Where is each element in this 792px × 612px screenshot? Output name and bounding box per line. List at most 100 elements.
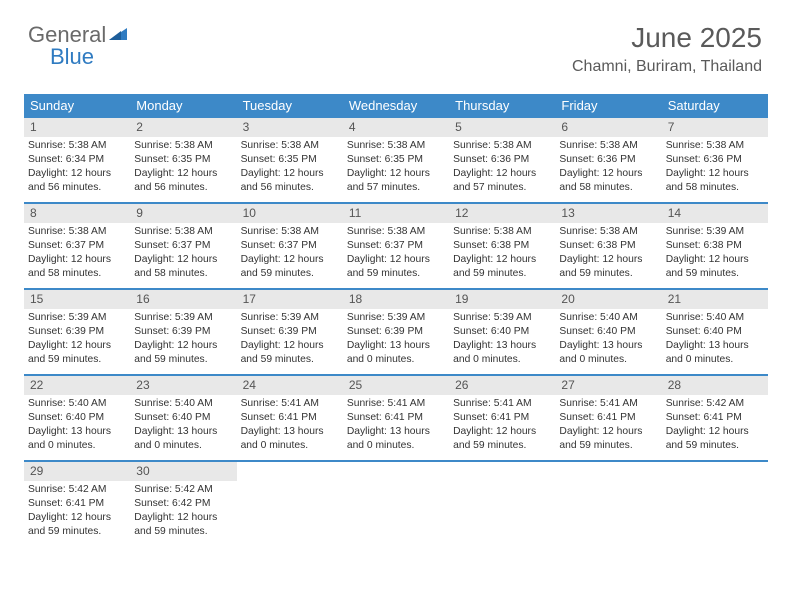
calendar-day: 25Sunrise: 5:41 AMSunset: 6:41 PMDayligh… [343, 376, 449, 460]
day-number: 23 [130, 376, 236, 395]
day-number: 6 [555, 118, 661, 137]
calendar-week: 1Sunrise: 5:38 AMSunset: 6:34 PMDaylight… [24, 118, 768, 204]
calendar-day: 16Sunrise: 5:39 AMSunset: 6:39 PMDayligh… [130, 290, 236, 374]
calendar-day: 9Sunrise: 5:38 AMSunset: 6:37 PMDaylight… [130, 204, 236, 288]
calendar-day: 20Sunrise: 5:40 AMSunset: 6:40 PMDayligh… [555, 290, 661, 374]
calendar-header-row: SundayMondayTuesdayWednesdayThursdayFrid… [24, 94, 768, 118]
day-number: 2 [130, 118, 236, 137]
day-number: 27 [555, 376, 661, 395]
day-number: 18 [343, 290, 449, 309]
day-number: 13 [555, 204, 661, 223]
calendar-day: 12Sunrise: 5:38 AMSunset: 6:38 PMDayligh… [449, 204, 555, 288]
calendar-day: 22Sunrise: 5:40 AMSunset: 6:40 PMDayligh… [24, 376, 130, 460]
day-details: Sunrise: 5:40 AMSunset: 6:40 PMDaylight:… [662, 309, 768, 371]
calendar-day: 26Sunrise: 5:41 AMSunset: 6:41 PMDayligh… [449, 376, 555, 460]
day-details: Sunrise: 5:41 AMSunset: 6:41 PMDaylight:… [343, 395, 449, 457]
day-header: Thursday [449, 94, 555, 118]
day-number: 12 [449, 204, 555, 223]
day-details: Sunrise: 5:42 AMSunset: 6:41 PMDaylight:… [662, 395, 768, 457]
logo-triangle-icon [109, 22, 129, 48]
day-header: Friday [555, 94, 661, 118]
calendar-day: 3Sunrise: 5:38 AMSunset: 6:35 PMDaylight… [237, 118, 343, 202]
day-details: Sunrise: 5:39 AMSunset: 6:39 PMDaylight:… [24, 309, 130, 371]
calendar-week: 29Sunrise: 5:42 AMSunset: 6:41 PMDayligh… [24, 462, 768, 546]
calendar-day: 30Sunrise: 5:42 AMSunset: 6:42 PMDayligh… [130, 462, 236, 546]
day-number: 26 [449, 376, 555, 395]
calendar-day: 14Sunrise: 5:39 AMSunset: 6:38 PMDayligh… [662, 204, 768, 288]
logo-text-blue: Blue [50, 44, 94, 70]
calendar-day: 6Sunrise: 5:38 AMSunset: 6:36 PMDaylight… [555, 118, 661, 202]
calendar-day: 5Sunrise: 5:38 AMSunset: 6:36 PMDaylight… [449, 118, 555, 202]
day-number: 8 [24, 204, 130, 223]
day-details: Sunrise: 5:38 AMSunset: 6:36 PMDaylight:… [449, 137, 555, 199]
day-header: Monday [130, 94, 236, 118]
calendar-day: 24Sunrise: 5:41 AMSunset: 6:41 PMDayligh… [237, 376, 343, 460]
calendar-day: 18Sunrise: 5:39 AMSunset: 6:39 PMDayligh… [343, 290, 449, 374]
day-details: Sunrise: 5:40 AMSunset: 6:40 PMDaylight:… [130, 395, 236, 457]
day-details: Sunrise: 5:42 AMSunset: 6:41 PMDaylight:… [24, 481, 130, 543]
day-number: 16 [130, 290, 236, 309]
calendar-day: 28Sunrise: 5:42 AMSunset: 6:41 PMDayligh… [662, 376, 768, 460]
day-details: Sunrise: 5:38 AMSunset: 6:37 PMDaylight:… [343, 223, 449, 285]
day-header: Tuesday [237, 94, 343, 118]
page-title: June 2025 [631, 22, 762, 54]
day-header: Saturday [662, 94, 768, 118]
day-details: Sunrise: 5:38 AMSunset: 6:38 PMDaylight:… [449, 223, 555, 285]
day-details: Sunrise: 5:38 AMSunset: 6:38 PMDaylight:… [555, 223, 661, 285]
day-number: 25 [343, 376, 449, 395]
calendar-day: 2Sunrise: 5:38 AMSunset: 6:35 PMDaylight… [130, 118, 236, 202]
day-number: 7 [662, 118, 768, 137]
day-details: Sunrise: 5:38 AMSunset: 6:37 PMDaylight:… [130, 223, 236, 285]
day-details: Sunrise: 5:40 AMSunset: 6:40 PMDaylight:… [555, 309, 661, 371]
day-details: Sunrise: 5:38 AMSunset: 6:37 PMDaylight:… [24, 223, 130, 285]
day-details: Sunrise: 5:39 AMSunset: 6:39 PMDaylight:… [343, 309, 449, 371]
day-number: 19 [449, 290, 555, 309]
day-details: Sunrise: 5:38 AMSunset: 6:36 PMDaylight:… [555, 137, 661, 199]
calendar-day: 21Sunrise: 5:40 AMSunset: 6:40 PMDayligh… [662, 290, 768, 374]
day-details: Sunrise: 5:38 AMSunset: 6:36 PMDaylight:… [662, 137, 768, 199]
calendar-day: 19Sunrise: 5:39 AMSunset: 6:40 PMDayligh… [449, 290, 555, 374]
calendar-week: 22Sunrise: 5:40 AMSunset: 6:40 PMDayligh… [24, 376, 768, 462]
day-number: 9 [130, 204, 236, 223]
day-header: Wednesday [343, 94, 449, 118]
day-details: Sunrise: 5:42 AMSunset: 6:42 PMDaylight:… [130, 481, 236, 543]
day-number: 24 [237, 376, 343, 395]
calendar-day: 27Sunrise: 5:41 AMSunset: 6:41 PMDayligh… [555, 376, 661, 460]
calendar-week: 15Sunrise: 5:39 AMSunset: 6:39 PMDayligh… [24, 290, 768, 376]
calendar-day [343, 462, 449, 546]
day-number: 14 [662, 204, 768, 223]
day-details: Sunrise: 5:38 AMSunset: 6:35 PMDaylight:… [343, 137, 449, 199]
calendar-day [237, 462, 343, 546]
day-number: 29 [24, 462, 130, 481]
day-details: Sunrise: 5:39 AMSunset: 6:39 PMDaylight:… [130, 309, 236, 371]
day-number: 15 [24, 290, 130, 309]
day-number: 30 [130, 462, 236, 481]
day-number: 4 [343, 118, 449, 137]
calendar-day [555, 462, 661, 546]
day-details: Sunrise: 5:38 AMSunset: 6:34 PMDaylight:… [24, 137, 130, 199]
day-details: Sunrise: 5:41 AMSunset: 6:41 PMDaylight:… [237, 395, 343, 457]
day-number: 22 [24, 376, 130, 395]
calendar-grid: SundayMondayTuesdayWednesdayThursdayFrid… [24, 94, 768, 546]
day-number: 21 [662, 290, 768, 309]
day-details: Sunrise: 5:39 AMSunset: 6:40 PMDaylight:… [449, 309, 555, 371]
calendar-day: 15Sunrise: 5:39 AMSunset: 6:39 PMDayligh… [24, 290, 130, 374]
day-number: 10 [237, 204, 343, 223]
calendar-day: 11Sunrise: 5:38 AMSunset: 6:37 PMDayligh… [343, 204, 449, 288]
day-number: 3 [237, 118, 343, 137]
day-number: 20 [555, 290, 661, 309]
calendar-day: 7Sunrise: 5:38 AMSunset: 6:36 PMDaylight… [662, 118, 768, 202]
calendar-day: 29Sunrise: 5:42 AMSunset: 6:41 PMDayligh… [24, 462, 130, 546]
day-number: 5 [449, 118, 555, 137]
day-header: Sunday [24, 94, 130, 118]
calendar-week: 8Sunrise: 5:38 AMSunset: 6:37 PMDaylight… [24, 204, 768, 290]
day-details: Sunrise: 5:39 AMSunset: 6:38 PMDaylight:… [662, 223, 768, 285]
day-number: 17 [237, 290, 343, 309]
day-details: Sunrise: 5:39 AMSunset: 6:39 PMDaylight:… [237, 309, 343, 371]
day-details: Sunrise: 5:40 AMSunset: 6:40 PMDaylight:… [24, 395, 130, 457]
day-details: Sunrise: 5:41 AMSunset: 6:41 PMDaylight:… [449, 395, 555, 457]
calendar-day: 8Sunrise: 5:38 AMSunset: 6:37 PMDaylight… [24, 204, 130, 288]
day-details: Sunrise: 5:41 AMSunset: 6:41 PMDaylight:… [555, 395, 661, 457]
day-details: Sunrise: 5:38 AMSunset: 6:37 PMDaylight:… [237, 223, 343, 285]
calendar-day: 4Sunrise: 5:38 AMSunset: 6:35 PMDaylight… [343, 118, 449, 202]
